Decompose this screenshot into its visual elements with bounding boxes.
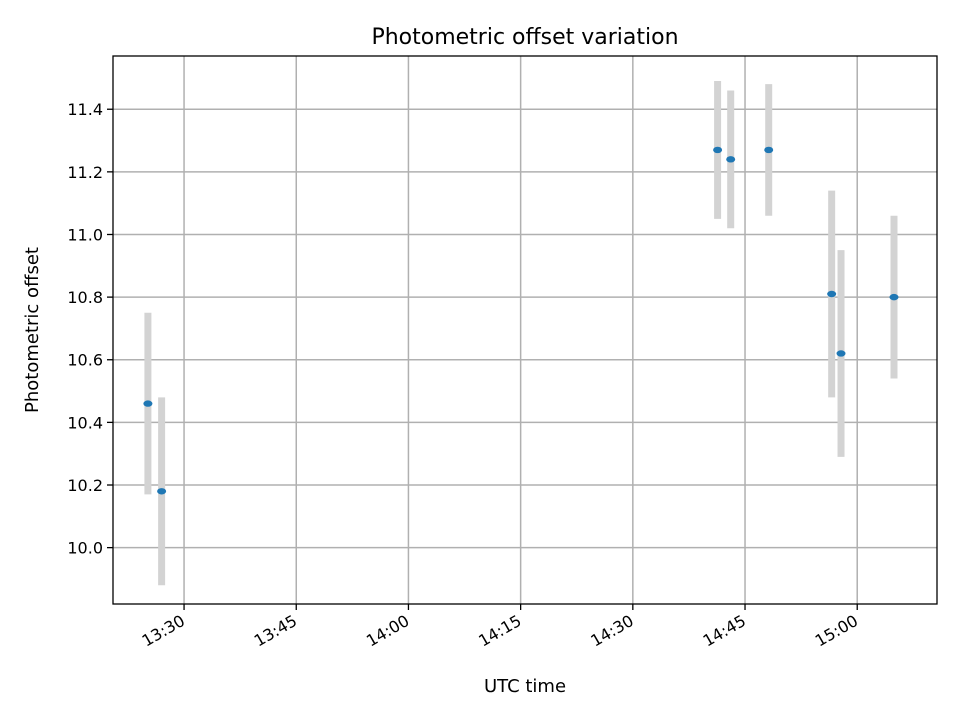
x-axis-label: UTC time: [484, 676, 566, 697]
y-tick-label: 11.4: [67, 100, 103, 119]
y-tick-label: 10.6: [67, 351, 103, 370]
y-axis-ticks: 10.0 10.2 10.4 10.6 10.8 11.0 11.2 11.4: [67, 100, 113, 558]
data-points: [143, 146, 899, 495]
data-point: [827, 290, 837, 298]
data-point: [726, 156, 736, 163]
y-tick-label: 10.0: [67, 539, 103, 558]
chart-title: Photometric offset variation: [371, 25, 678, 50]
y-tick-label: 11.2: [67, 163, 103, 182]
y-tick-label: 10.4: [67, 413, 103, 432]
y-tick-label: 10.8: [67, 288, 103, 307]
data-point: [764, 146, 774, 154]
y-tick-label: 10.2: [67, 476, 103, 495]
grid: [113, 56, 937, 604]
data-point: [157, 488, 167, 495]
data-point: [836, 350, 846, 357]
y-tick-label: 11.0: [67, 225, 103, 244]
data-point: [889, 293, 899, 301]
plot-frame: [112, 55, 938, 605]
data-point: [713, 146, 723, 154]
data-point: [143, 400, 153, 407]
y-axis-label: Photometric offset: [22, 247, 43, 413]
